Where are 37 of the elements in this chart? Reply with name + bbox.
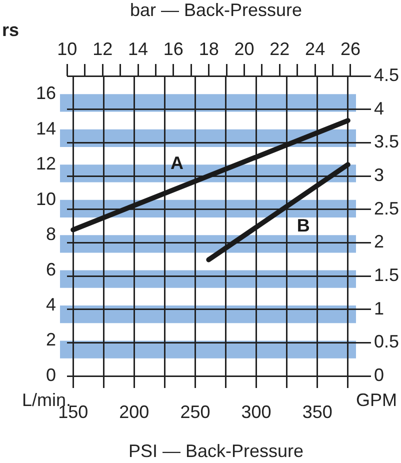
y-tick-label: 2 [46, 330, 56, 350]
x2-tick-label: 24 [305, 39, 326, 60]
y2-axis-title: GPM [356, 390, 398, 410]
x2-tick-label: 22 [270, 39, 290, 60]
x2-tick-label: 16 [163, 39, 184, 60]
y-tick-label: 14 [36, 118, 56, 138]
x2-axis-title: bar — Back-Pressure [130, 0, 302, 20]
x-tick-label: 200 [119, 402, 150, 422]
x-tick-label: 250 [180, 402, 210, 422]
series-label: B [296, 216, 310, 236]
x2-tick-label: 14 [128, 39, 148, 60]
y2-tick-label: 4 [374, 98, 384, 118]
x2-tick-label: 12 [92, 39, 113, 60]
y2-tick-label: 4.5 [374, 64, 400, 85]
x-tick-label: 300 [241, 402, 272, 422]
x-tick-label: 350 [302, 402, 332, 422]
x2-tick-label: 20 [234, 39, 254, 60]
y-tick-label: 16 [36, 83, 56, 104]
y2-tick-label: 0.5 [374, 332, 400, 352]
y-tick-label: 6 [46, 259, 56, 280]
y-tick-label: 10 [36, 188, 56, 209]
x2-tick-label: 18 [198, 39, 219, 60]
y2-tick-label: 0 [374, 364, 384, 385]
y-tick-label: 12 [36, 154, 56, 174]
y2-tick-label: 2.5 [374, 198, 400, 218]
text: rs [2, 20, 20, 40]
y2-tick-label: 1.5 [374, 264, 400, 285]
y2-tick-label: 3.5 [374, 132, 400, 152]
y-tick-label: 0 [46, 364, 56, 385]
y2-tick-label: 1 [374, 298, 384, 318]
x-axis-title: PSI — Back-Pressure [128, 441, 304, 462]
series-label: A [170, 153, 184, 174]
x2-tick-label: 26 [340, 39, 360, 60]
y2-tick-label: 2 [374, 232, 384, 252]
y-tick-label: 4 [46, 294, 56, 315]
y-tick-label: 8 [46, 224, 56, 244]
y2-tick-label: 3 [374, 164, 384, 185]
